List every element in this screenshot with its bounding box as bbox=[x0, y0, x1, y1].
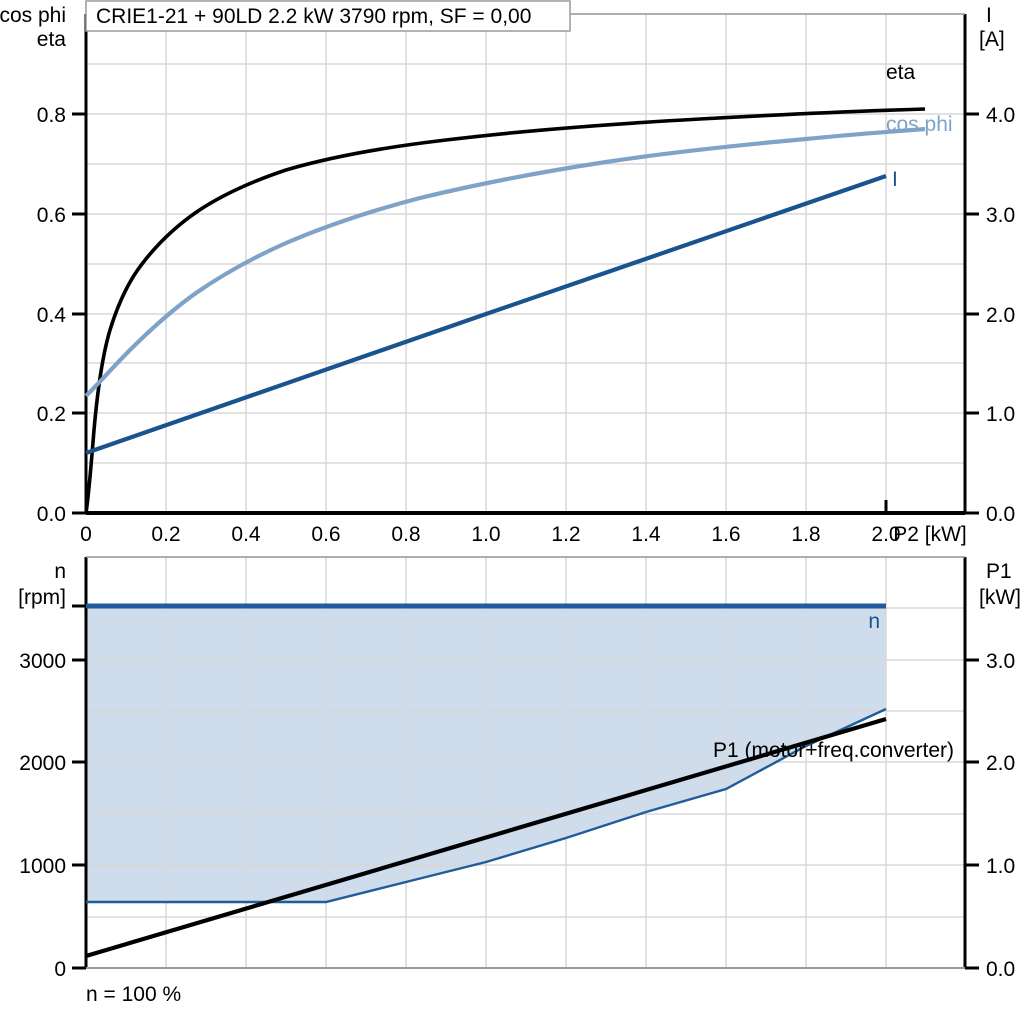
top-chart: 0.0 0.2 0.4 0.6 0.8 0.0 1.0 2.0 3.0 4.0 … bbox=[0, 0, 1015, 546]
top-right-tick-4: 4.0 bbox=[986, 104, 1015, 127]
title-box bbox=[85, 0, 571, 32]
bottom-right-axis-label-line1: P1 bbox=[986, 560, 1012, 583]
top-x-tick-4: 0.8 bbox=[391, 523, 420, 546]
top-right-axis-label-line1: I bbox=[986, 4, 992, 27]
top-x-tick-9: 1.8 bbox=[791, 523, 820, 546]
curve-label-cos-phi: cos phi bbox=[886, 113, 953, 136]
curve-label-p1: P1 (motor+freq.converter) bbox=[713, 739, 954, 762]
top-left-tick-1: 0.2 bbox=[37, 403, 66, 426]
bottom-right-tick-0: 0.0 bbox=[986, 958, 1015, 981]
top-x-tick-1: 0.2 bbox=[151, 523, 180, 546]
footer-note: n = 100 % bbox=[86, 983, 181, 1006]
top-left-tick-0: 0.0 bbox=[37, 503, 66, 526]
top-chart-left-ticks bbox=[72, 112, 86, 515]
bottom-left-tick-1: 1000 bbox=[19, 855, 66, 878]
curve-cos-phi bbox=[84, 126, 926, 398]
bottom-right-tick-1: 1.0 bbox=[986, 855, 1015, 878]
top-right-tick-3: 3.0 bbox=[986, 204, 1015, 227]
top-x-tick-5: 1.0 bbox=[471, 523, 500, 546]
top-right-axis-label-line2: [A] bbox=[979, 28, 1005, 51]
bottom-left-tick-0: 0 bbox=[54, 958, 66, 981]
top-x-axis-label: P2 [kW] bbox=[893, 523, 967, 546]
top-left-axis-label-line1: cos phi bbox=[0, 4, 66, 27]
top-x-tick-7: 1.4 bbox=[631, 523, 661, 546]
bottom-left-tick-3: 3000 bbox=[19, 650, 66, 673]
top-chart-horizontal-gridlines bbox=[86, 13, 965, 514]
bottom-left-tick-2: 2000 bbox=[19, 752, 66, 775]
curve-label-n: n bbox=[868, 610, 880, 633]
top-left-tick-3: 0.6 bbox=[37, 204, 66, 227]
curve-current bbox=[85, 174, 887, 455]
top-left-tick-4: 0.8 bbox=[37, 104, 66, 127]
bottom-chart-left-ticks bbox=[72, 604, 86, 970]
chart-title: CRIE1-21 + 90LD 2.2 kW 3790 rpm, SF = 0,… bbox=[96, 5, 531, 28]
top-left-axis-label-line2: eta bbox=[37, 28, 67, 51]
curve-eta bbox=[84, 107, 926, 514]
top-x-tick-8: 1.6 bbox=[711, 523, 740, 546]
curve-p1 bbox=[85, 716, 887, 959]
top-chart-right-ticks bbox=[965, 112, 979, 515]
top-x-tick-10: 2.0 bbox=[871, 523, 900, 546]
top-x-tick-0: 0 bbox=[80, 523, 92, 546]
curve-n-lower bbox=[86, 707, 887, 904]
curve-label-current: I bbox=[892, 168, 898, 191]
bottom-right-axis-label-line2: [kW] bbox=[979, 586, 1021, 609]
top-right-tick-1: 1.0 bbox=[986, 403, 1015, 426]
bottom-left-axis-label-line2: [rpm] bbox=[18, 586, 66, 609]
top-x-tick-3: 0.6 bbox=[311, 523, 340, 546]
bottom-chart-right-ticks bbox=[965, 658, 979, 970]
top-right-tick-0: 0.0 bbox=[986, 503, 1015, 526]
curve-label-eta: eta bbox=[886, 61, 916, 84]
bottom-chart: 0 1000 2000 3000 0.0 1.0 2.0 3.0 n [rpm]… bbox=[18, 556, 1021, 981]
top-right-tick-2: 2.0 bbox=[986, 304, 1015, 327]
bottom-left-axis-label-line1: n bbox=[54, 560, 66, 583]
bottom-right-tick-3: 3.0 bbox=[986, 650, 1015, 673]
top-left-tick-2: 0.4 bbox=[37, 304, 67, 327]
top-x-tick-6: 1.2 bbox=[551, 523, 580, 546]
top-x-tick-2: 0.4 bbox=[231, 523, 261, 546]
bottom-right-tick-2: 2.0 bbox=[986, 752, 1015, 775]
